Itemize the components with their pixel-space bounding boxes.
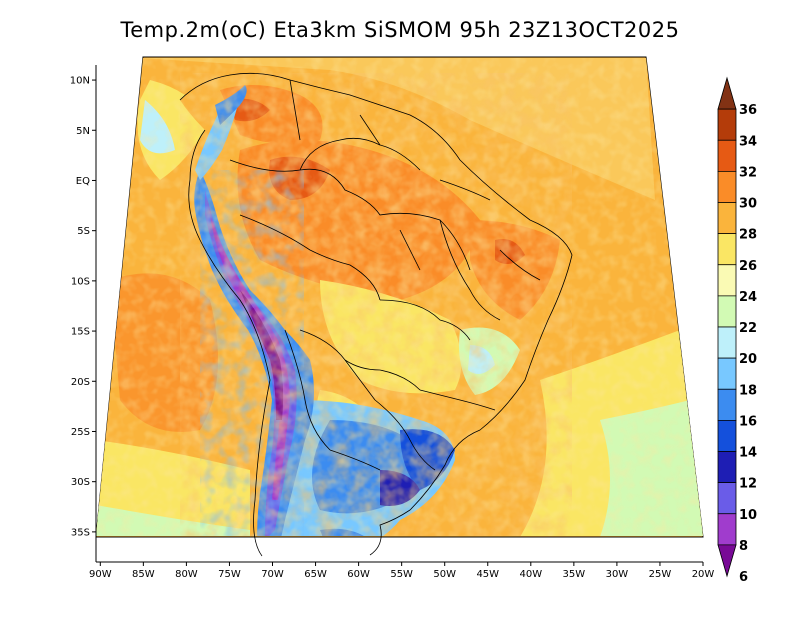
colorbar-band bbox=[717, 139, 737, 172]
colorbar-band bbox=[717, 326, 737, 359]
x-tick-label: 70W bbox=[261, 569, 284, 580]
y-tick-label: 25S bbox=[71, 427, 90, 438]
colorbar-label: 14 bbox=[739, 446, 757, 461]
colorbar-band bbox=[717, 357, 737, 390]
colorbar-label: 18 bbox=[739, 383, 757, 398]
colorbar-label: 10 bbox=[739, 508, 757, 523]
y-tick-label: 10N bbox=[70, 76, 90, 87]
x-tick-label: 55W bbox=[390, 569, 413, 580]
colorbar-label: 6 bbox=[739, 570, 748, 585]
colorbar-label: 16 bbox=[739, 414, 757, 429]
y-tick-label: EQ bbox=[76, 176, 90, 187]
colorbar-label: 12 bbox=[739, 477, 757, 492]
x-tick-label: 20W bbox=[692, 569, 715, 580]
map-title: Temp.2m(oC) Eta3km SiSMOM 95h 23Z13OCT20… bbox=[120, 18, 680, 42]
colorbar-label: 8 bbox=[739, 539, 748, 554]
x-tick-label: 60W bbox=[347, 569, 370, 580]
x-tick-label: 50W bbox=[433, 569, 456, 580]
colorbar-band bbox=[717, 233, 737, 266]
colorbar-band bbox=[717, 419, 737, 452]
y-tick-label: 30S bbox=[71, 477, 90, 488]
x-tick-label: 35W bbox=[563, 569, 586, 580]
colorbar-band bbox=[717, 388, 737, 421]
colorbar-band bbox=[717, 202, 737, 235]
colorbar-band bbox=[717, 513, 737, 546]
colorbar-label: 30 bbox=[739, 197, 757, 212]
y-tick-label: 5N bbox=[76, 126, 90, 137]
colorbar-band bbox=[717, 264, 737, 297]
y-axis: 10N 5N EQ 5S 10S 15S 20S 25S 30S 35S bbox=[70, 65, 97, 562]
x-tick-label: 30W bbox=[606, 569, 629, 580]
colorbar-label: 34 bbox=[739, 134, 757, 149]
colorbar-band bbox=[717, 76, 737, 110]
colorbar-band bbox=[717, 295, 737, 328]
x-tick-label: 25W bbox=[649, 569, 672, 580]
x-tick-label: 45W bbox=[476, 569, 499, 580]
colorbar-label: 22 bbox=[739, 321, 757, 336]
y-tick-label: 10S bbox=[71, 276, 90, 287]
colorbar-label: 20 bbox=[739, 352, 757, 367]
x-tick-label: 85W bbox=[132, 569, 155, 580]
colorbar-label: 26 bbox=[739, 259, 757, 274]
colorbar-band bbox=[717, 170, 737, 203]
x-axis: 90W 85W 80W 75W 70W 65W 60W 55W 50W 45W 40W 35W 30W 2… bbox=[89, 561, 715, 580]
x-tick-label: 75W bbox=[218, 569, 241, 580]
colorbar-band bbox=[717, 482, 737, 515]
y-tick-label: 15S bbox=[71, 327, 90, 338]
x-tick-label: 65W bbox=[304, 569, 327, 580]
y-tick-label: 5S bbox=[77, 226, 90, 237]
colorbar-band bbox=[717, 451, 737, 484]
colorbar-band bbox=[717, 544, 737, 578]
colorbar-band bbox=[717, 108, 737, 141]
temperature-field bbox=[96, 58, 703, 536]
y-tick-label: 35S bbox=[71, 527, 90, 538]
colorbar-label: 24 bbox=[739, 290, 757, 305]
x-tick-label: 90W bbox=[89, 569, 112, 580]
x-tick-label: 80W bbox=[175, 569, 198, 580]
colorbar-label: 28 bbox=[739, 228, 757, 243]
y-tick-label: 20S bbox=[71, 377, 90, 388]
x-tick-label: 40W bbox=[519, 569, 542, 580]
colorbar: 36 34 32 30 28 26 24 22 20 18 16 14 12 10 8 6 bbox=[717, 76, 757, 585]
country-borders bbox=[179, 72, 573, 557]
colorbar-label: 36 bbox=[739, 103, 757, 118]
colorbar-label: 32 bbox=[739, 165, 757, 180]
